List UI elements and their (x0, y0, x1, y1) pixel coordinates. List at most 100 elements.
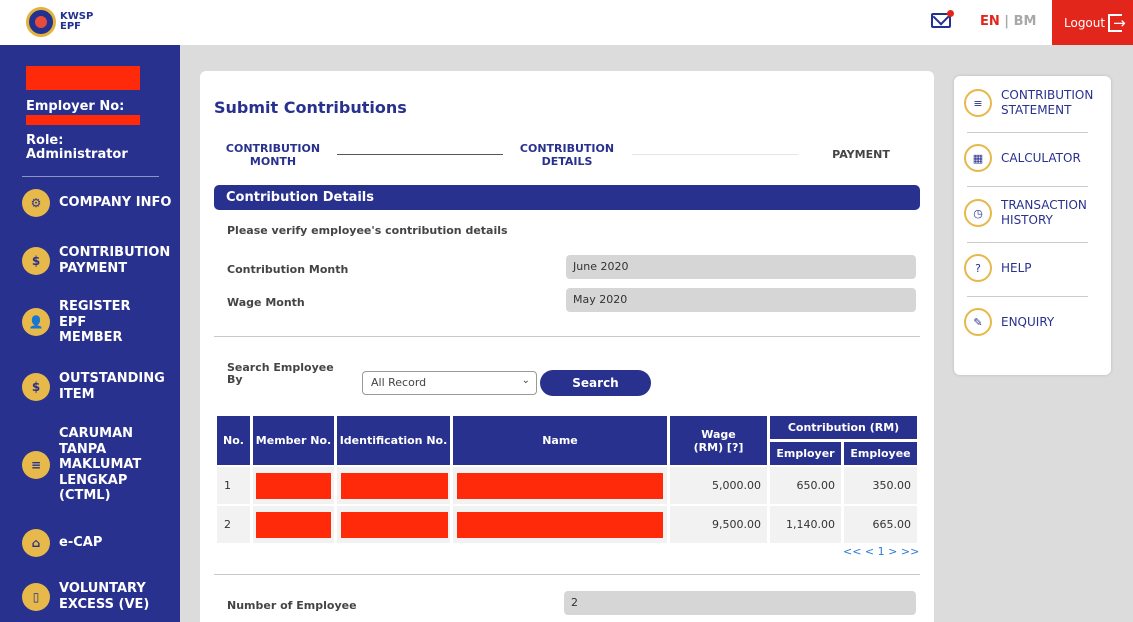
table-row-employee: 350.00 (844, 467, 917, 504)
help-book-icon: ? (964, 254, 992, 282)
sidebar-item-label: OUTSTANDING ITEM (59, 371, 165, 402)
th-no: No. (217, 416, 250, 465)
step-payment: PAYMENT (811, 148, 911, 161)
money-bag-icon: $ (22, 372, 50, 401)
lang-bm[interactable]: BM (1013, 14, 1037, 29)
panel-divider (967, 296, 1088, 297)
clock-icon: ◷ (964, 199, 992, 227)
table-row-name (453, 506, 667, 543)
sidebar-item-label: VOLUNTARY EXCESS (VE) (59, 581, 150, 612)
sidebar-item-register-epf-member[interactable]: 👤 REGISTER EPF MEMBER (22, 299, 131, 346)
link-label: ENQUIRY (1001, 314, 1055, 329)
role-label: Role: Administrator (26, 134, 128, 162)
panel-divider (967, 242, 1088, 243)
th-name: Name (453, 416, 667, 465)
panel-divider (967, 186, 1088, 187)
step-connector (632, 154, 798, 155)
redacted-company-name (26, 66, 140, 90)
role-value: Administrator (26, 147, 128, 162)
step-label: MONTH (249, 155, 297, 168)
table-row-no: 1 (217, 467, 250, 504)
verify-note: Please verify employee's contribution de… (227, 224, 508, 237)
link-calculator[interactable]: ▦ CALCULATOR (964, 144, 1081, 172)
th-employee: Employee (844, 442, 917, 465)
search-label-line: Search Employee (227, 361, 334, 374)
document-icon: ≡ (22, 450, 50, 479)
epf-emblem-icon (26, 7, 56, 37)
link-transaction-history[interactable]: ◷ TRANSACTION HISTORY (964, 198, 1101, 228)
shop-icon: ⌂ (22, 529, 50, 557)
calculator-icon: ▦ (964, 144, 992, 172)
redacted-cell (341, 472, 448, 499)
pagination[interactable]: << < 1 > >> (843, 545, 920, 558)
logout-button[interactable]: Logout (1052, 0, 1133, 45)
link-help[interactable]: ? HELP (964, 254, 1032, 282)
wage-month-label: Wage Month (227, 296, 305, 309)
step-contribution-details: CONTRIBUTION DETAILS (516, 142, 618, 168)
logo-line1: KWSP (60, 11, 94, 22)
redacted-cell (256, 472, 331, 499)
employee-count-label: Number of Employee (227, 599, 357, 612)
logo-line2: EPF (60, 21, 81, 32)
step-label: PAYMENT (832, 148, 890, 161)
search-button[interactable]: Search (540, 370, 651, 396)
statement-icon: ≡ (964, 89, 992, 117)
search-label-line: By (227, 373, 243, 386)
kwsp-logo[interactable]: KWSP EPF (26, 7, 93, 37)
link-enquiry[interactable]: ✎ ENQUIRY (964, 308, 1054, 336)
table-row-employer: 1,140.00 (770, 506, 841, 543)
sidebar-divider (22, 176, 159, 177)
th-member-no: Member No. (253, 416, 334, 465)
link-label: HELP (1001, 260, 1032, 275)
sidebar-item-ctml[interactable]: ≡ CARUMAN TANPA MAKLUMAT LENGKAP (CTML) (22, 426, 149, 504)
sidebar-item-label: CARUMAN TANPA MAKLUMAT LENGKAP (CTML) (59, 426, 142, 503)
link-contribution-statement[interactable]: ≡ CONTRIBUTION STATEMENT (964, 88, 1106, 118)
phone-money-icon: ▯ (22, 582, 50, 611)
th-wage-label: Wage (RM) [?] (693, 427, 744, 454)
mail-icon[interactable] (931, 13, 951, 28)
logo-text: KWSP EPF (60, 12, 93, 32)
contribution-month-field: June 2020 (566, 255, 916, 279)
sidebar: Employer No: Role: Administrator ⚙ COMPA… (0, 45, 180, 622)
section-header: Contribution Details (214, 185, 920, 210)
wage-month-field: May 2020 (566, 288, 916, 312)
step-label: CONTRIBUTION (225, 142, 321, 155)
table-row-member-no (253, 467, 334, 504)
sidebar-item-contribution-payment[interactable]: $ CONTRIBUTION PAYMENT (22, 245, 174, 276)
step-connector (337, 154, 503, 155)
search-by-select[interactable]: All Record ⌄ (362, 371, 537, 395)
link-label: CALCULATOR (1001, 150, 1081, 165)
chevron-down-icon: ⌄ (521, 375, 530, 386)
sidebar-item-label: CONTRIBUTION PAYMENT (59, 245, 171, 276)
th-wage[interactable]: Wage (RM) [?] (670, 416, 767, 465)
lang-en[interactable]: EN (980, 14, 1000, 29)
table-row-member-no (253, 506, 334, 543)
redacted-cell (256, 511, 331, 538)
sidebar-item-outstanding-item[interactable]: $ OUTSTANDING ITEM (22, 371, 174, 402)
redacted-cell (457, 511, 663, 538)
th-contribution: Contribution (RM) (770, 416, 917, 439)
sidebar-item-voluntary-excess[interactable]: ▯ VOLUNTARY EXCESS (VE) (22, 581, 159, 612)
redacted-cell (457, 472, 663, 499)
table-row-wage: 9,500.00 (670, 506, 767, 543)
logout-icon (1108, 13, 1126, 32)
employee-count-field: 2 (564, 591, 916, 615)
language-switcher: EN | BM (980, 14, 1036, 29)
step-contribution-month: CONTRIBUTION MONTH (222, 142, 324, 168)
logout-label: Logout (1064, 15, 1106, 30)
table-row-employee: 665.00 (844, 506, 917, 543)
sidebar-item-label: COMPANY INFO (59, 195, 172, 211)
sidebar-item-label: e-CAP (59, 535, 103, 551)
dollar-hand-icon: $ (22, 246, 50, 275)
table-row-wage: 5,000.00 (670, 467, 767, 504)
quick-links-panel: ≡ CONTRIBUTION STATEMENT ▦ CALCULATOR ◷ … (954, 76, 1111, 375)
section-divider (214, 574, 920, 575)
role-title: Role: (26, 133, 64, 148)
user-add-icon: 👤 (22, 308, 50, 337)
table-row-id-no (337, 467, 450, 504)
sidebar-item-company-info[interactable]: ⚙ COMPANY INFO (22, 189, 174, 217)
sidebar-item-ecap[interactable]: ⌂ e-CAP (22, 529, 174, 557)
search-employee-label: Search Employee By (227, 362, 334, 386)
notification-dot (947, 10, 954, 17)
th-identification-no: Identification No. (337, 416, 450, 465)
